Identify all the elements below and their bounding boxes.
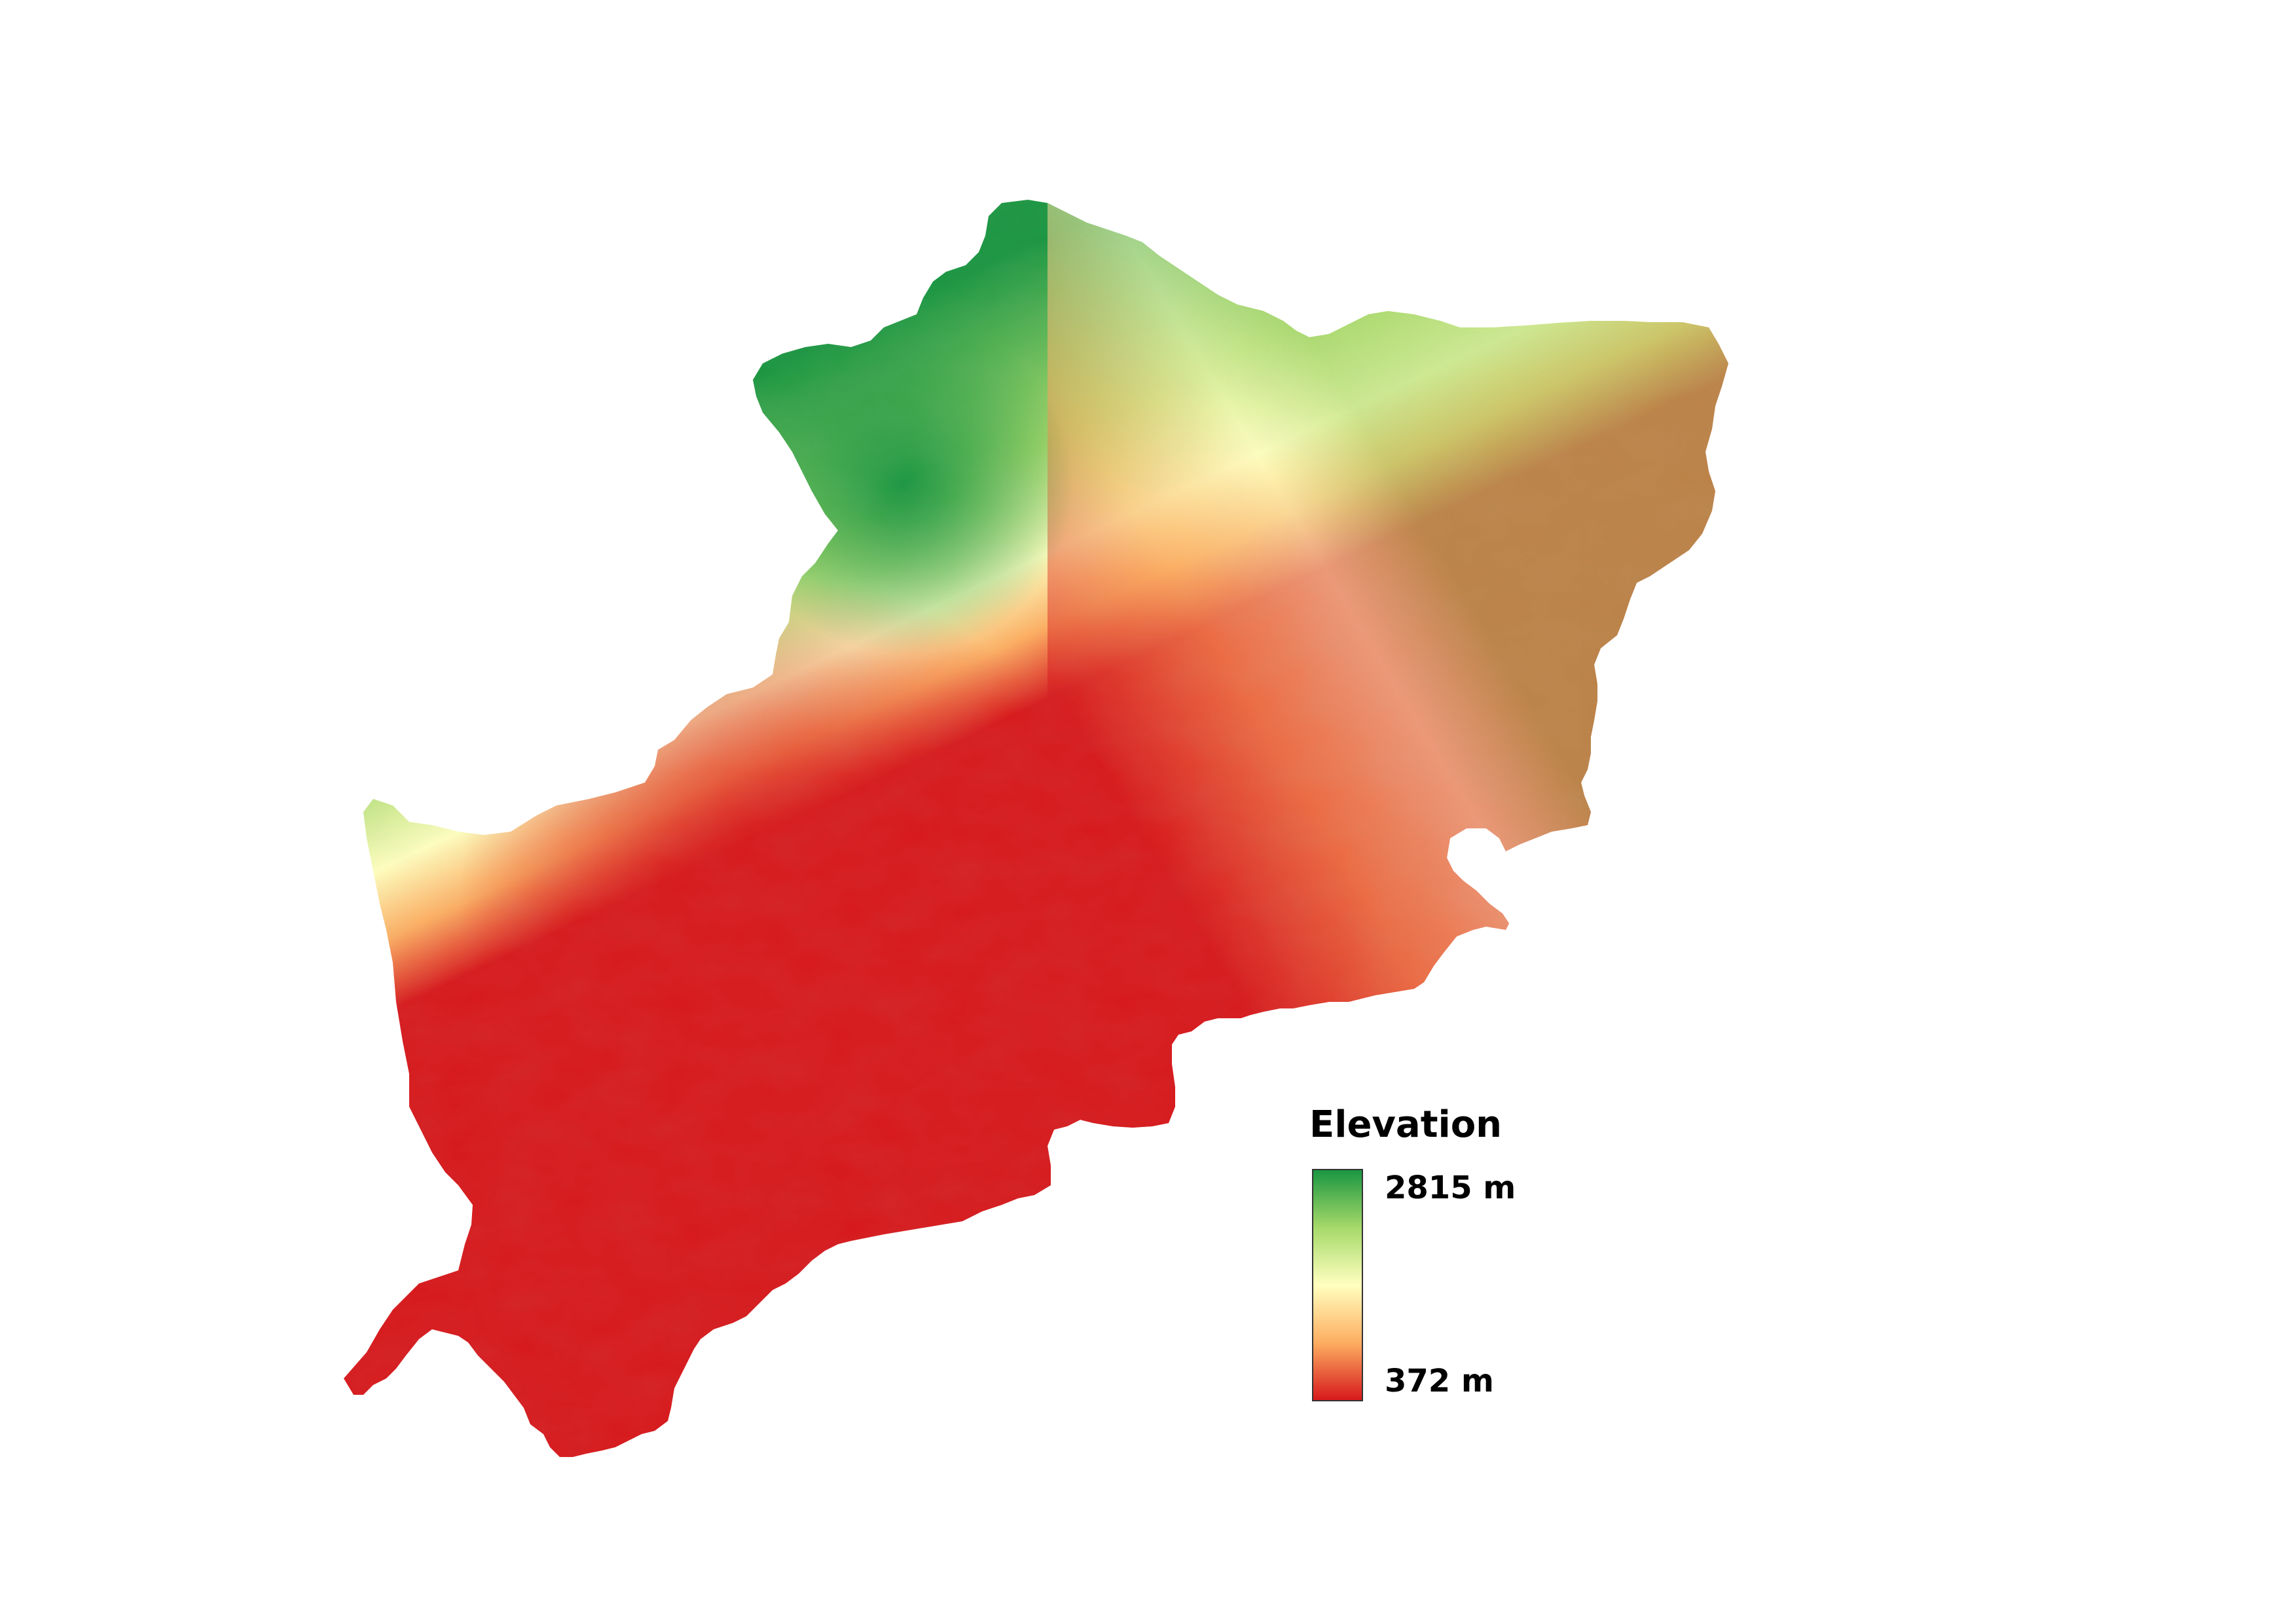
- legend-color-ramp: [1312, 1169, 1363, 1401]
- legend-max-label: 2815 m: [1385, 1170, 1516, 1206]
- legend-min-label: 372 m: [1385, 1363, 1494, 1399]
- elevation-legend: Elevation 2815 m 372 m: [1309, 1107, 1584, 1408]
- legend-title: Elevation: [1309, 1103, 1503, 1146]
